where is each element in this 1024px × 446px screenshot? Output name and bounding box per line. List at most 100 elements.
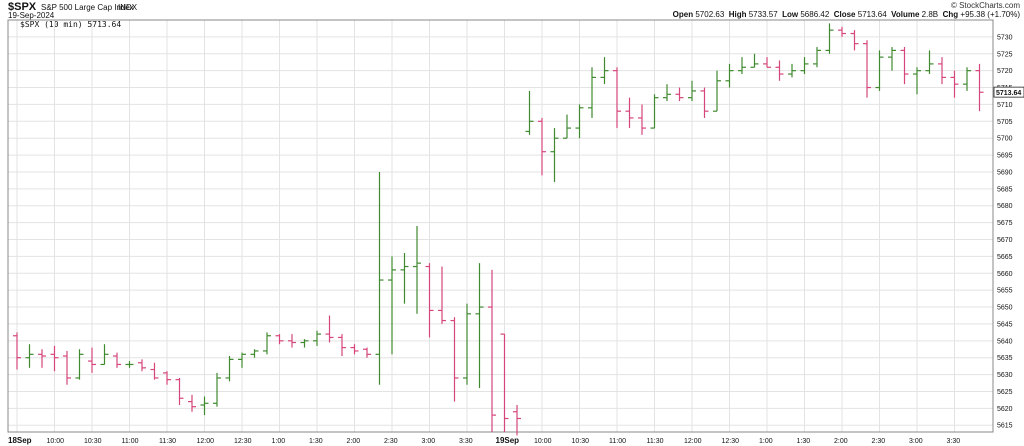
ohlc-bar bbox=[875, 50, 884, 91]
ohlc-bar bbox=[13, 332, 21, 370]
ohlc-bar bbox=[213, 372, 221, 407]
x-tick-label: 3:30 bbox=[459, 438, 473, 445]
volume-value: 2.8B bbox=[921, 10, 939, 19]
ohlc-bar bbox=[138, 359, 146, 372]
x-tick-label: 11:30 bbox=[159, 438, 176, 445]
ohlc-bar bbox=[400, 253, 409, 304]
x-tick-label: 3:30 bbox=[947, 438, 961, 445]
y-tick-label: 5625 bbox=[997, 389, 1013, 396]
ohlc-bar bbox=[313, 330, 321, 346]
high-label: High bbox=[728, 10, 747, 19]
low-label: Low bbox=[782, 10, 799, 19]
ohlc-bar bbox=[163, 371, 171, 385]
ohlc-bar bbox=[725, 63, 734, 88]
y-tick-label: 5725 bbox=[997, 51, 1013, 58]
ohlc-bar bbox=[425, 263, 434, 338]
ohlc-bar bbox=[950, 70, 959, 98]
ohlc-bar bbox=[700, 87, 709, 118]
y-tick-label: 5720 bbox=[997, 68, 1013, 75]
ohlc-bar bbox=[963, 67, 971, 91]
ohlc-bar bbox=[238, 352, 246, 368]
ohlc-bar bbox=[438, 266, 446, 324]
x-tick-label: 2:30 bbox=[872, 438, 886, 445]
y-tick-label: 5620 bbox=[997, 406, 1013, 413]
y-tick-label: 5665 bbox=[997, 254, 1013, 261]
ohlc-bar bbox=[538, 117, 546, 176]
index-name: S&P 500 Large Cap Index bbox=[41, 3, 134, 12]
ohlc-bar bbox=[688, 80, 696, 102]
x-tick-label: 1:00 bbox=[272, 438, 286, 445]
ohlc-bar bbox=[588, 67, 596, 118]
ticker-symbol: $SPX bbox=[8, 1, 37, 13]
ohlc-bar bbox=[938, 57, 946, 85]
volume-label: Volume bbox=[891, 10, 920, 19]
ohlc-bar bbox=[513, 404, 521, 436]
ohlc-bar bbox=[63, 350, 71, 385]
chart-date: 19-Sep-2024 bbox=[8, 11, 55, 20]
x-tick-label: 10:00 bbox=[534, 438, 552, 445]
ohlc-bar bbox=[850, 30, 859, 51]
ohlc-bar bbox=[750, 53, 759, 68]
x-tick-label: 19Sep bbox=[496, 436, 520, 445]
ohlc-bar bbox=[913, 67, 921, 95]
ohlc-bar bbox=[388, 256, 396, 355]
ohlc-bar bbox=[125, 361, 134, 368]
close-value: 5713.64 bbox=[857, 10, 887, 19]
y-tick-label: 5705 bbox=[997, 119, 1013, 126]
y-tick-label: 5690 bbox=[997, 169, 1013, 176]
x-tick-label: 3:00 bbox=[909, 438, 923, 445]
ohlc-summary: Open 5702.63 High 5733.57 Low 5686.42 Cl… bbox=[673, 11, 1020, 19]
x-tick-label: 12:30 bbox=[722, 438, 740, 445]
ohlc-bar bbox=[250, 349, 259, 358]
ohlc-bar bbox=[338, 334, 346, 357]
x-tick-label: 2:00 bbox=[834, 438, 848, 445]
x-tick-label: 11:00 bbox=[609, 438, 626, 445]
ohlc-bar bbox=[625, 97, 634, 129]
ohlc-bar bbox=[188, 394, 196, 412]
x-tick-label: 10:00 bbox=[47, 438, 65, 445]
y-tick-label: 5685 bbox=[997, 186, 1013, 193]
change-value: +95.38 (+1.70%) bbox=[960, 10, 1020, 19]
ohlc-bar bbox=[150, 362, 159, 380]
ohlc-bar bbox=[88, 347, 96, 373]
ohlc-bar bbox=[763, 57, 771, 68]
ohlc-bar bbox=[738, 57, 746, 75]
ohlc-bar bbox=[550, 128, 559, 183]
ohlc-bar bbox=[463, 303, 471, 385]
x-tick-label: 11:30 bbox=[647, 438, 664, 445]
ohlc-bar bbox=[500, 333, 509, 432]
x-tick-label: 1:30 bbox=[797, 438, 811, 445]
ohlc-bars bbox=[13, 23, 984, 436]
y-tick-label: 5710 bbox=[997, 102, 1013, 109]
high-value: 5733.57 bbox=[748, 10, 778, 19]
ohlc-bar bbox=[450, 317, 459, 402]
ohlc-bar bbox=[288, 334, 296, 348]
series-label: $SPX (10 min) 5713.64 bbox=[20, 20, 122, 29]
x-tick-label: 10:30 bbox=[84, 438, 102, 445]
y-tick-label: 5675 bbox=[997, 220, 1013, 227]
y-tick-label: 5730 bbox=[997, 34, 1013, 41]
ohlc-bar bbox=[375, 171, 384, 385]
credit-label: © StockCharts.com bbox=[950, 1, 1020, 10]
ohlc-bar bbox=[650, 94, 659, 129]
x-tick-label: 2:00 bbox=[347, 438, 361, 445]
ohlc-bar bbox=[638, 104, 646, 135]
x-tick-label: 1:30 bbox=[309, 438, 323, 445]
ohlc-bar bbox=[263, 332, 271, 355]
ohlc-bar bbox=[350, 344, 359, 355]
ohlc-bar bbox=[563, 114, 571, 139]
ohlc-bar bbox=[113, 352, 121, 368]
plot-frame bbox=[7, 19, 994, 433]
x-tick-label: 12:30 bbox=[234, 438, 252, 445]
close-label: Close bbox=[833, 10, 856, 19]
ohlc-bar bbox=[100, 344, 109, 366]
ohlc-bar bbox=[488, 269, 496, 432]
low-value: 5686.42 bbox=[800, 10, 830, 19]
y-tick-label: 5635 bbox=[997, 355, 1013, 362]
ohlc-bar bbox=[663, 84, 671, 102]
x-tick-label: 3:00 bbox=[422, 438, 436, 445]
ohlc-bar bbox=[975, 63, 984, 112]
ohlc-bar bbox=[825, 23, 834, 54]
ohlc-bar bbox=[775, 60, 784, 81]
ohlc-bar bbox=[888, 47, 896, 71]
